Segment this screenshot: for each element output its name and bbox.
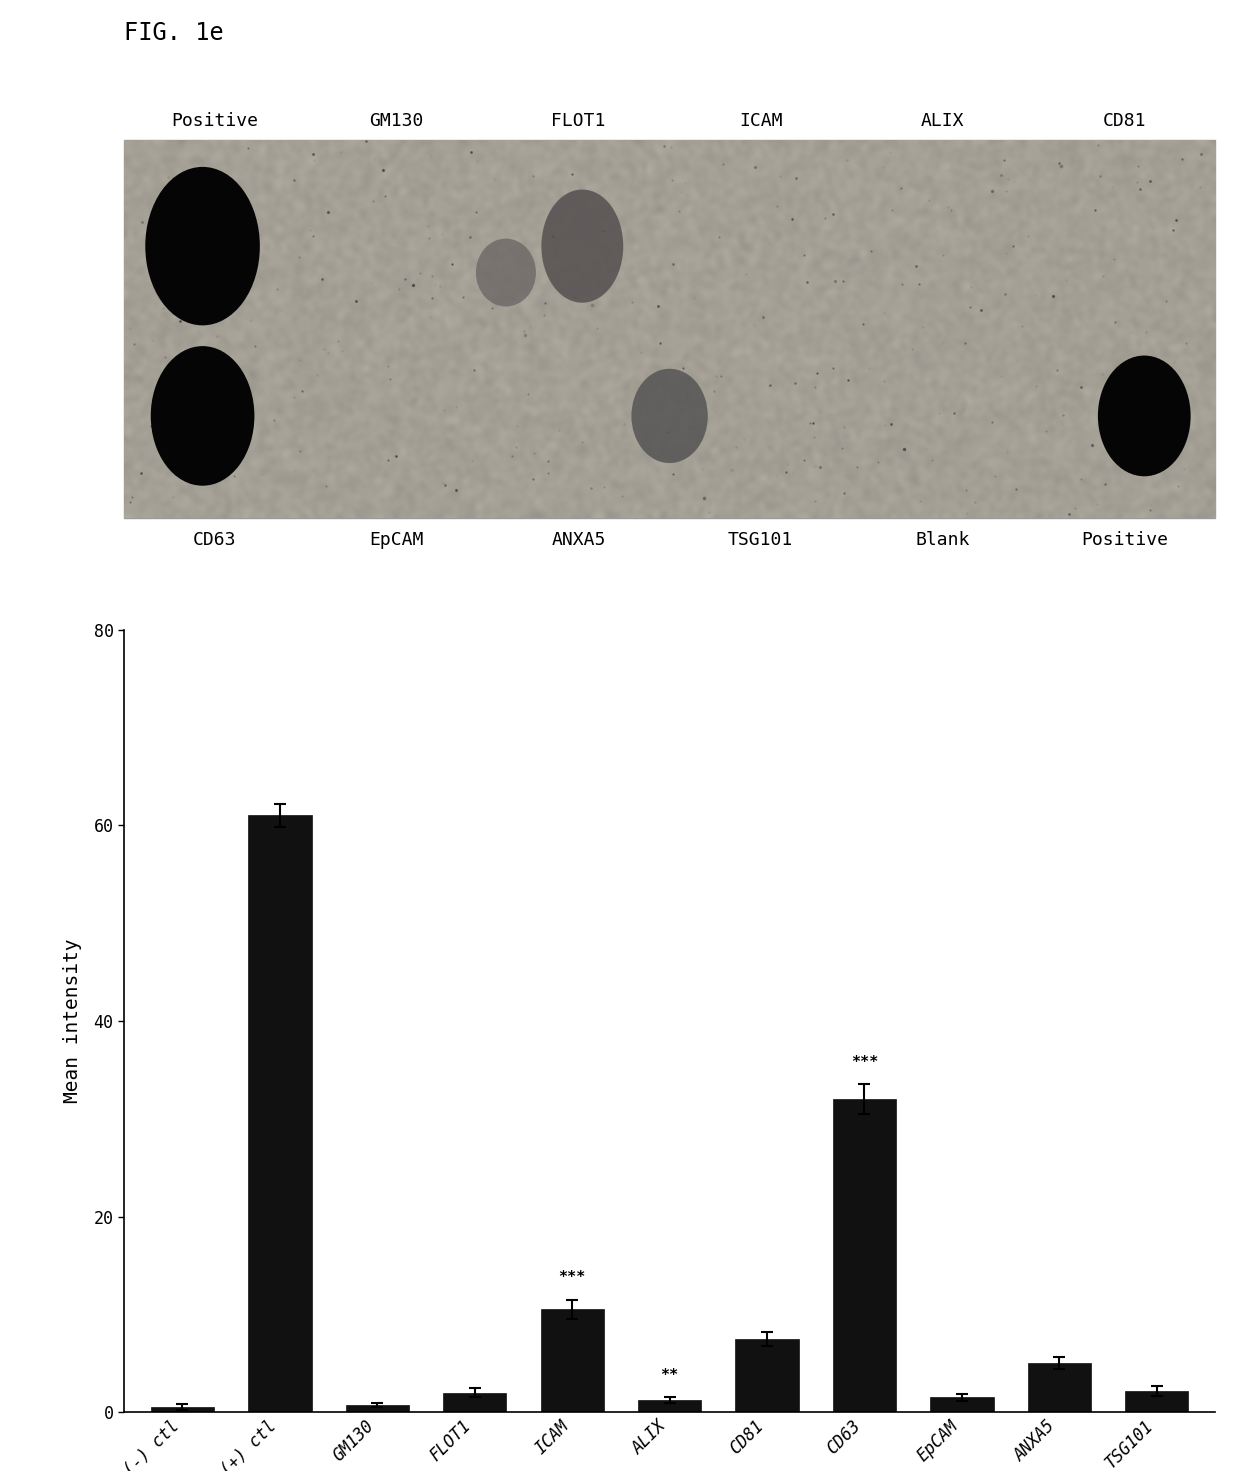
Bar [637,1400,702,1412]
Text: ICAM: ICAM [739,112,782,131]
Bar [346,1405,409,1412]
Ellipse shape [476,238,536,306]
Ellipse shape [151,346,254,485]
Text: FLOT1: FLOT1 [552,112,606,131]
Ellipse shape [1097,356,1190,477]
Text: Positive: Positive [171,112,258,131]
Text: ***: *** [558,1269,585,1286]
Text: ANXA5: ANXA5 [552,531,606,549]
Bar [1028,1364,1091,1412]
Ellipse shape [631,369,708,463]
Text: EpCAM: EpCAM [370,531,424,549]
Bar [151,1408,215,1412]
Text: TSG101: TSG101 [728,531,794,549]
Bar [833,1099,897,1412]
Text: ALIX: ALIX [920,112,965,131]
Bar [735,1339,799,1412]
Text: CD63: CD63 [193,531,237,549]
Ellipse shape [542,190,624,303]
Bar [1125,1390,1188,1412]
Text: Blank: Blank [915,531,970,549]
Bar [930,1397,993,1412]
Text: FIG. 1e: FIG. 1e [124,21,223,46]
Text: GM130: GM130 [370,112,424,131]
Text: **: ** [661,1368,678,1383]
Text: ***: *** [851,1055,878,1069]
Text: CD81: CD81 [1102,112,1146,131]
Bar [443,1393,506,1412]
Bar [541,1309,604,1412]
Text: Positive: Positive [1081,531,1168,549]
Ellipse shape [145,166,260,325]
Bar [248,815,311,1412]
Y-axis label: Mean intensity: Mean intensity [63,938,83,1103]
